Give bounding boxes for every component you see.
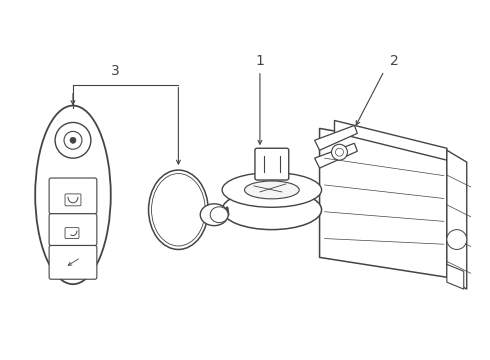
Polygon shape xyxy=(335,121,447,160)
Circle shape xyxy=(336,148,343,156)
FancyBboxPatch shape xyxy=(65,228,79,239)
Circle shape xyxy=(64,131,82,149)
Ellipse shape xyxy=(222,172,321,207)
Text: 1: 1 xyxy=(255,54,264,68)
Text: 3: 3 xyxy=(111,64,120,78)
Text: 2: 2 xyxy=(390,54,398,68)
FancyBboxPatch shape xyxy=(49,178,97,214)
Circle shape xyxy=(70,137,76,143)
Ellipse shape xyxy=(35,105,111,284)
FancyBboxPatch shape xyxy=(255,148,289,180)
FancyBboxPatch shape xyxy=(65,194,81,206)
Ellipse shape xyxy=(245,181,299,199)
Polygon shape xyxy=(447,264,464,289)
Polygon shape xyxy=(319,129,447,277)
Circle shape xyxy=(332,144,347,160)
FancyBboxPatch shape xyxy=(49,246,97,279)
Ellipse shape xyxy=(151,174,205,246)
Polygon shape xyxy=(315,143,357,168)
Ellipse shape xyxy=(200,204,228,226)
Ellipse shape xyxy=(222,190,321,230)
FancyBboxPatch shape xyxy=(49,214,97,246)
Polygon shape xyxy=(315,125,357,150)
Ellipse shape xyxy=(148,170,208,249)
Polygon shape xyxy=(447,150,467,289)
Circle shape xyxy=(447,230,467,249)
Ellipse shape xyxy=(210,207,228,223)
Circle shape xyxy=(55,122,91,158)
